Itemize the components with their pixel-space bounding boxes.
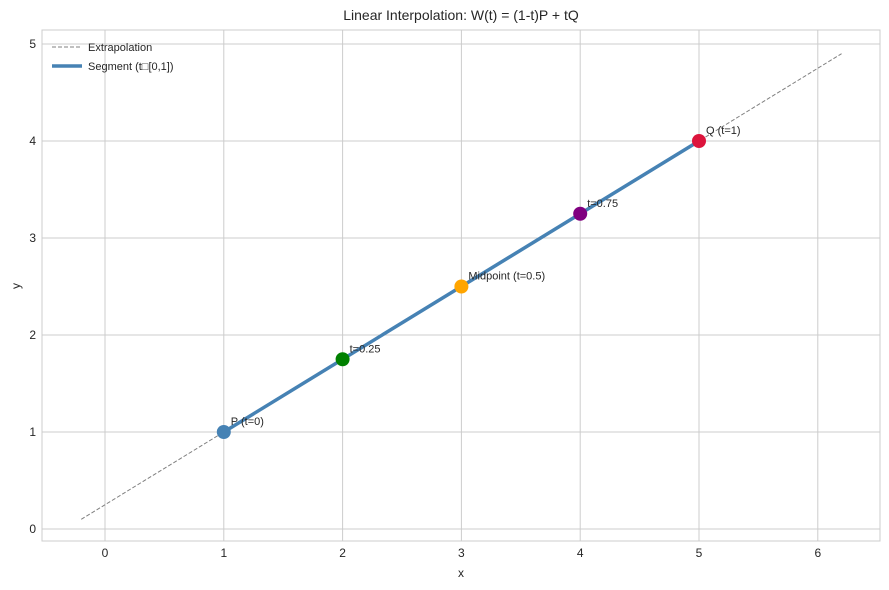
x-tick-labels: 0 1 2 3 4 5 6 — [102, 546, 822, 560]
x-axis-label: x — [458, 566, 464, 580]
points — [216, 134, 706, 439]
point-annotation: Q (t=1) — [706, 125, 741, 137]
point-annotation: Midpoint (t=0.5) — [468, 271, 545, 283]
annotations: P (t=0) t=0.25 Midpoint (t=0.5) t=0.75 Q (t=… — [231, 125, 741, 428]
y-tick-label: 2 — [29, 328, 36, 342]
x-tick-label: 3 — [458, 546, 465, 560]
data-point-marker — [216, 425, 231, 439]
y-tick-label: 0 — [29, 522, 36, 536]
x-tick-label: 0 — [102, 546, 109, 560]
y-axis-label: y — [9, 283, 23, 289]
x-tick-label: 1 — [220, 546, 227, 560]
x-tick-label: 5 — [696, 546, 703, 560]
point-annotation: P (t=0) — [231, 416, 264, 428]
x-tick-label: 2 — [339, 546, 346, 560]
data-point-marker — [692, 134, 706, 148]
legend: Extrapolation Segment (t□[0,1]) — [52, 42, 174, 73]
data-point-marker — [573, 206, 588, 221]
point-annotation: t=0.25 — [350, 343, 381, 355]
x-tick-label: 4 — [577, 546, 584, 560]
grid — [42, 30, 880, 541]
legend-label-extrapolation: Extrapolation — [88, 42, 152, 54]
y-tick-label: 1 — [29, 425, 36, 439]
y-tick-label: 5 — [29, 37, 36, 51]
y-tick-labels: 0 1 2 3 4 5 — [29, 37, 36, 536]
data-point-marker — [335, 352, 350, 367]
point-annotation: t=0.75 — [587, 198, 618, 210]
legend-label-segment: Segment (t□[0,1]) — [88, 61, 174, 73]
data-point-marker — [454, 279, 469, 294]
y-tick-label: 3 — [29, 231, 36, 245]
plot-area: P (t=0) t=0.25 Midpoint (t=0.5) t=0.75 Q (t=… — [41, 29, 881, 542]
x-tick-label: 6 — [814, 546, 821, 560]
chart-title: Linear Interpolation: W(t) = (1-t)P + tQ — [343, 7, 579, 23]
y-tick-label: 4 — [29, 134, 36, 148]
